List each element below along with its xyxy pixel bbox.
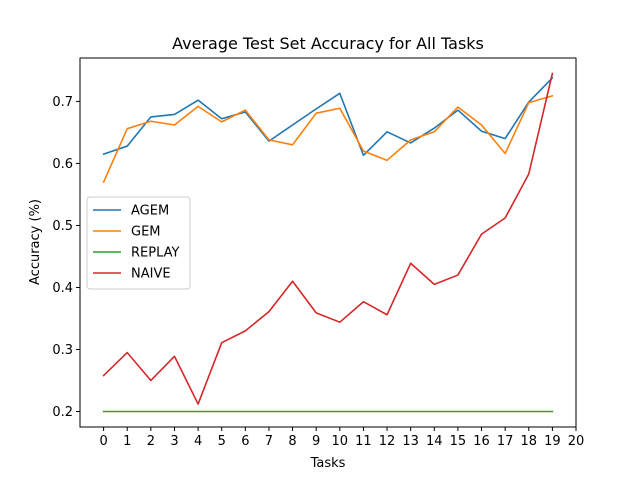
legend-label-naive: NAIVE [131, 267, 171, 282]
legend: AGEM GEM REPLAY NAIVE [86, 196, 191, 290]
y-axis: 0.2 0.3 0.4 0.5 0.6 0.7 [52, 95, 80, 420]
x-tick-label: 19 [544, 434, 561, 449]
series-line-naive [102, 72, 554, 405]
plot-area [102, 72, 554, 413]
x-tick-label: 8 [288, 434, 296, 449]
x-tick-label: 9 [312, 434, 320, 449]
x-axis: 0 1 2 3 4 5 6 7 8 9 10 11 12 13 14 15 16 17 18 19 20 [99, 427, 584, 449]
series-line-gem [102, 94, 554, 184]
x-tick-label: 16 [473, 434, 490, 449]
x-tick-label: 14 [426, 434, 443, 449]
y-tick-label: 0.7 [52, 95, 73, 110]
x-axis-label: Tasks [310, 456, 346, 471]
x-tick-label: 11 [355, 434, 372, 449]
x-tick-label: 5 [218, 434, 226, 449]
x-tick-label: 20 [568, 434, 585, 449]
x-tick-label: 13 [402, 434, 419, 449]
x-tick-label: 1 [123, 434, 131, 449]
x-tick-label: 10 [332, 434, 349, 449]
y-tick-label: 0.3 [52, 343, 73, 358]
legend-label-replay: REPLAY [131, 246, 180, 261]
x-tick-label: 17 [497, 434, 514, 449]
y-tick-label: 0.2 [52, 405, 73, 420]
x-tick-label: 15 [450, 434, 467, 449]
axes-frame [79, 57, 577, 428]
x-tick-label: 4 [194, 434, 202, 449]
x-tick-label: 2 [147, 434, 155, 449]
y-tick-label: 0.6 [52, 157, 73, 172]
x-tick-label: 7 [265, 434, 273, 449]
y-tick-label: 0.5 [52, 219, 73, 234]
legend-label-gem: GEM [131, 225, 161, 240]
y-axis-label: Accuracy (%) [28, 199, 43, 285]
x-tick-label: 0 [99, 434, 107, 449]
legend-label-agem: AGEM [131, 204, 169, 219]
legend-box [86, 196, 191, 290]
chart-title: Average Test Set Accuracy for All Tasks [172, 34, 484, 53]
x-tick-label: 12 [379, 434, 396, 449]
x-tick-label: 3 [170, 434, 178, 449]
y-tick-label: 0.4 [52, 281, 73, 296]
series-line-agem [102, 76, 554, 157]
x-tick-label: 18 [520, 434, 537, 449]
x-tick-label: 6 [241, 434, 249, 449]
